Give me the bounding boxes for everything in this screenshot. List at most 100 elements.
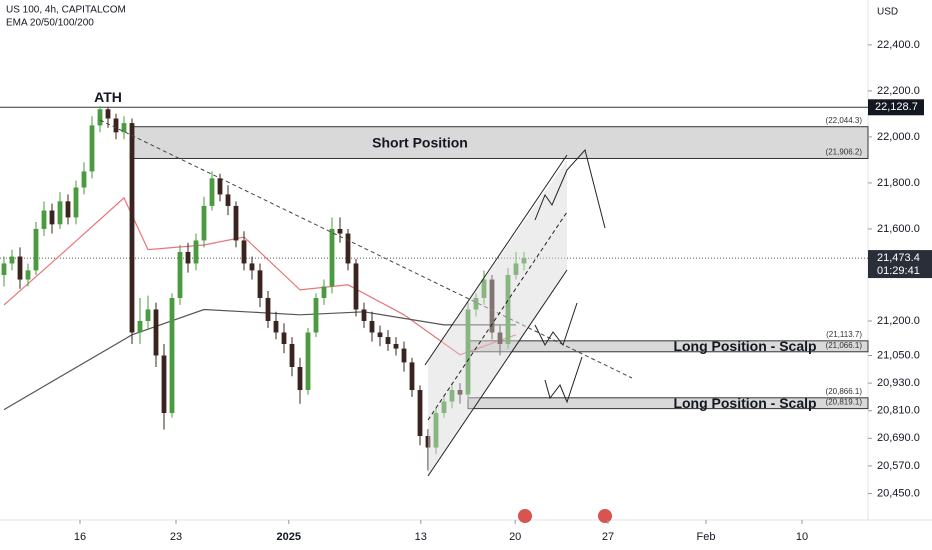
- candle-body: [161, 355, 167, 414]
- candle-body: [81, 171, 87, 188]
- candle-body: [289, 343, 295, 367]
- candle-body: [441, 401, 447, 414]
- candle-body: [137, 320, 143, 333]
- candle-body: [65, 201, 71, 218]
- candle-body: [457, 390, 463, 395]
- candle-body: [265, 297, 271, 321]
- zone: [467, 397, 869, 410]
- candle-body: [249, 263, 255, 271]
- candle-body: [49, 210, 55, 225]
- candle-body: [297, 366, 303, 390]
- drawings: [99, 119, 633, 523]
- candle-body: [177, 251, 183, 298]
- candle-body: [225, 194, 231, 206]
- countdown: 01:29:41: [877, 265, 920, 277]
- path-arrow: [534, 302, 578, 347]
- level-label: ATH: [94, 89, 122, 105]
- path-arrow: [544, 356, 583, 404]
- candle-body: [281, 332, 287, 344]
- candle-body: [201, 205, 207, 241]
- candle-body: [497, 332, 503, 344]
- candle-body: [89, 125, 95, 172]
- x-tick-label: 20: [509, 531, 521, 543]
- candle-body: [353, 263, 359, 310]
- y-tick-label: 22,400.0: [877, 39, 920, 51]
- candle-body: [145, 309, 151, 321]
- candle-body: [425, 436, 431, 448]
- candle-body: [313, 297, 319, 333]
- candle-body: [377, 332, 383, 338]
- candle-body: [73, 187, 79, 218]
- candle-body: [105, 109, 111, 119]
- x-tick-label: Feb: [697, 531, 716, 543]
- channel-lower: [427, 269, 568, 477]
- candle-body: [217, 178, 223, 195]
- candle-body: [233, 205, 239, 241]
- candle-body: [209, 178, 215, 206]
- candle-body: [361, 309, 367, 321]
- x-tick-label: 10: [796, 531, 808, 543]
- x-tick-label: 27: [602, 531, 614, 543]
- event-icon[interactable]: [598, 509, 612, 523]
- candle-body: [241, 240, 247, 264]
- x-tick-label: 23: [170, 531, 182, 543]
- zone-low-label: (21,066.1): [826, 341, 863, 350]
- trend-line: [99, 119, 633, 379]
- candle-body: [113, 118, 119, 133]
- channel-upper: [424, 154, 568, 366]
- candle-body: [393, 343, 399, 349]
- candle-body: [17, 256, 23, 280]
- y-tick-label: 21,600.0: [877, 223, 920, 235]
- last-price-label: 21,473.4: [877, 252, 920, 264]
- zone-high-label: (20,866.1): [826, 387, 863, 396]
- zone-label: Long Position - Scalp: [673, 395, 816, 411]
- zone-low-label: (21,906.2): [826, 148, 863, 157]
- candle-body: [401, 348, 407, 363]
- candle-body: [521, 258, 527, 264]
- y-tick-label: 20,690.0: [877, 432, 920, 444]
- y-tick-label: 20,930.0: [877, 377, 920, 389]
- y-tick-label: 22,000.0: [877, 131, 920, 143]
- candle-body: [25, 270, 31, 280]
- candle-body: [1, 263, 7, 275]
- y-tick-label: 20,450.0: [877, 487, 920, 499]
- candle-body: [417, 390, 423, 437]
- y-axis-label: USD: [877, 7, 898, 18]
- x-tick-label: 2025: [277, 531, 301, 543]
- zone-label: Long Position - Scalp: [673, 338, 816, 354]
- candle-body: [41, 210, 47, 229]
- path-arrow: [534, 148, 606, 229]
- candle-body: [57, 201, 63, 225]
- candle-body: [129, 123, 135, 333]
- chart-subtitle: EMA 20/50/100/200: [6, 18, 94, 29]
- candle-body: [385, 337, 391, 344]
- series-layer: [0, 106, 869, 471]
- event-icon[interactable]: [518, 509, 532, 523]
- level-tag-label: 22,128.7: [875, 101, 918, 113]
- last-price-tag: [868, 250, 932, 279]
- y-tick-label: 21,050.0: [877, 349, 920, 361]
- candle-body: [337, 228, 343, 234]
- candle-body: [489, 279, 495, 333]
- candle-body: [97, 109, 103, 126]
- x-tick-label: 13: [415, 531, 427, 543]
- channel-fill: [428, 160, 567, 476]
- candle-body: [273, 320, 279, 333]
- candle-body: [513, 263, 519, 275]
- zone: [131, 126, 869, 159]
- candle-body: [409, 362, 415, 390]
- candle-body: [465, 309, 471, 395]
- candle-body: [369, 320, 375, 333]
- y-tick-label: 20,810.0: [877, 405, 920, 417]
- candle-body: [345, 233, 351, 264]
- candle-body: [321, 286, 327, 298]
- candle-body: [481, 279, 487, 298]
- y-tick-label: 21,800.0: [877, 177, 920, 189]
- candle-body: [473, 297, 479, 310]
- candle-body: [505, 274, 511, 344]
- candle-body: [257, 270, 263, 298]
- candle-body: [153, 309, 159, 356]
- candle-body: [33, 228, 39, 271]
